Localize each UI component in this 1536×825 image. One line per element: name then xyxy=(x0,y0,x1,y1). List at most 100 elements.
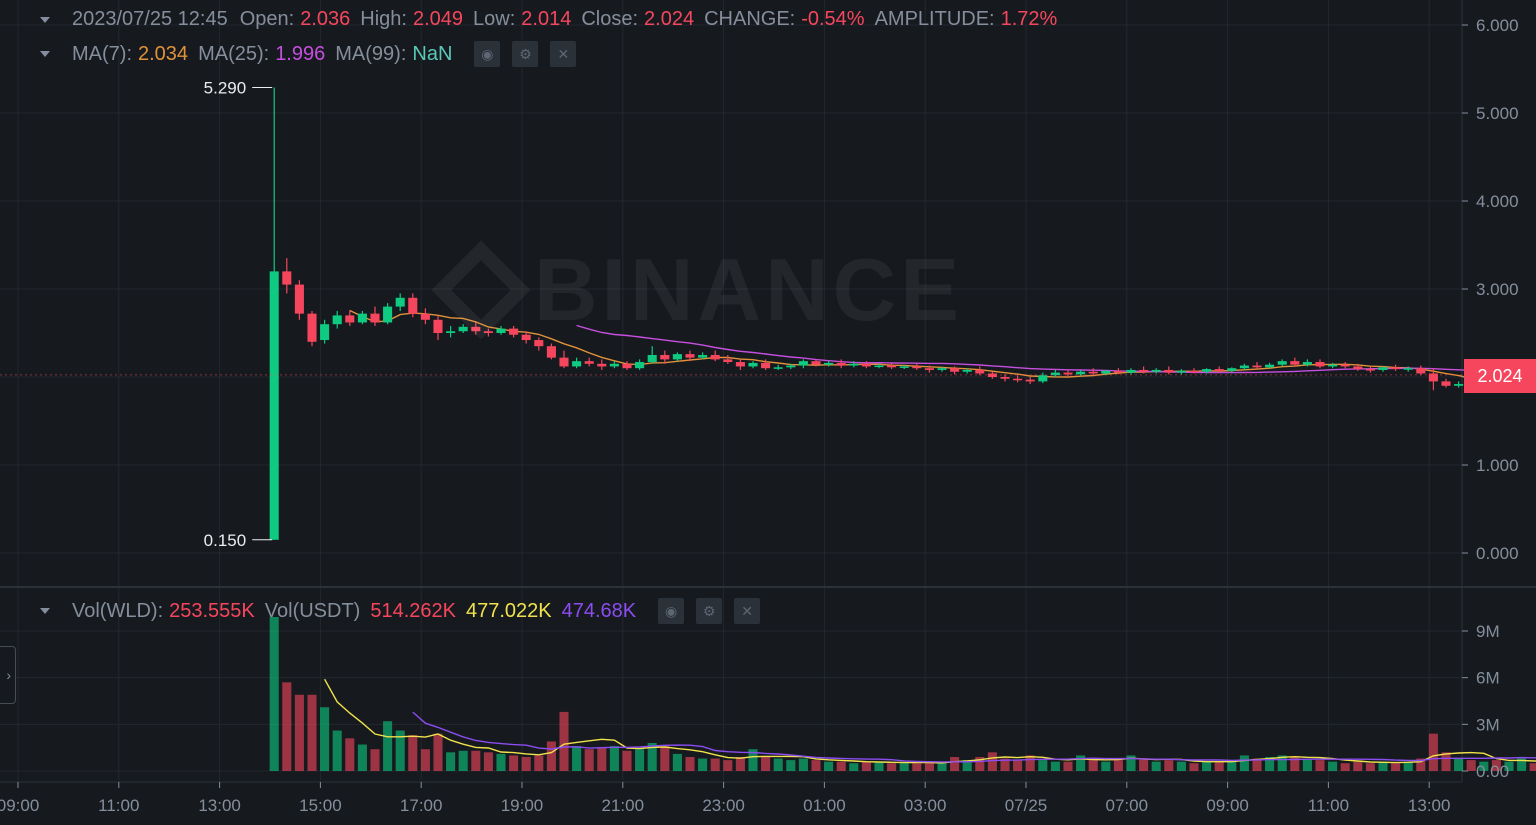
candle xyxy=(937,366,947,372)
chevron-right-icon[interactable]: › xyxy=(0,646,16,704)
volume-bar xyxy=(1088,758,1098,771)
volume-bar xyxy=(446,752,456,771)
time-tick-label: 15:00 xyxy=(299,796,342,815)
volume-bar xyxy=(294,694,304,771)
close-icon[interactable]: ✕ xyxy=(550,41,577,67)
volume-bar xyxy=(1277,755,1287,771)
volume-bar xyxy=(811,760,821,771)
volume-bar xyxy=(748,749,758,771)
volume-bar xyxy=(1441,752,1451,771)
time-tick-label: 01:00 xyxy=(803,796,846,815)
ma25-line xyxy=(576,324,1536,375)
price-tick-label: 0.000 xyxy=(1476,544,1519,563)
volume-bar xyxy=(269,617,279,771)
volume-bar xyxy=(383,721,393,771)
volume-bar xyxy=(509,755,519,771)
collapse-caret-icon[interactable] xyxy=(40,51,50,57)
candle xyxy=(1202,368,1212,374)
eye-icon[interactable]: ◉ xyxy=(474,41,501,67)
close-icon[interactable]: ✕ xyxy=(734,598,761,624)
time-tick-label: 13:00 xyxy=(1408,796,1451,815)
ma7-label: MA(7): xyxy=(72,42,132,65)
vol-wld-label: Vol(WLD): xyxy=(72,599,164,622)
candle xyxy=(584,357,594,367)
candles xyxy=(269,87,1536,540)
candle xyxy=(773,364,783,370)
candle xyxy=(1013,375,1023,383)
volume-bar xyxy=(1504,761,1514,771)
volume-ma-lines xyxy=(323,678,1536,764)
gear-icon[interactable]: ⚙ xyxy=(512,41,539,67)
candle xyxy=(345,310,355,326)
candle xyxy=(1378,366,1388,372)
volume-bar xyxy=(773,758,783,771)
eye-icon[interactable]: ◉ xyxy=(658,598,685,624)
candle xyxy=(408,293,418,318)
volume-bar xyxy=(1491,760,1501,771)
change-value: -0.54% xyxy=(801,8,865,30)
binance-logo xyxy=(431,240,531,340)
candle xyxy=(1151,368,1161,374)
candle xyxy=(1252,362,1262,370)
candle xyxy=(509,325,519,338)
candle xyxy=(1101,369,1111,376)
candle xyxy=(849,361,859,368)
volume-tick-label: 3M xyxy=(1476,715,1500,734)
volume-bar xyxy=(899,763,909,771)
candle xyxy=(1454,381,1464,388)
volume-bar xyxy=(1403,761,1413,771)
price-tick-label: 4.000 xyxy=(1476,192,1519,211)
gear-icon[interactable]: ⚙ xyxy=(696,598,723,624)
candle xyxy=(1315,359,1325,369)
candle xyxy=(962,368,972,374)
candle xyxy=(912,363,922,370)
price-tick-label: 5.000 xyxy=(1476,104,1519,123)
ma-legend: MA(7): 2.034 MA(25): 1.996 MA(99): NaN ◉… xyxy=(40,41,577,67)
volume-bar xyxy=(1466,760,1476,771)
low-value: 2.014 xyxy=(521,8,572,30)
volume-bar xyxy=(1353,761,1363,771)
volume-bar xyxy=(1265,757,1275,771)
volume-bar xyxy=(1101,761,1111,771)
candle xyxy=(471,322,481,335)
volume-bar xyxy=(433,733,443,771)
candle xyxy=(786,363,796,370)
low-label: Low: xyxy=(473,8,516,30)
time-tick-label: 21:00 xyxy=(602,796,645,815)
volume-bar xyxy=(1000,758,1010,771)
collapse-caret-icon[interactable] xyxy=(40,608,50,614)
candle xyxy=(1063,369,1073,377)
candle xyxy=(383,303,393,325)
candle xyxy=(975,366,985,376)
vol-ma2-line xyxy=(412,711,1536,763)
volume-bar xyxy=(887,763,897,771)
candle xyxy=(1416,365,1426,376)
collapse-caret-icon[interactable] xyxy=(40,16,50,23)
candle xyxy=(496,325,506,335)
candle xyxy=(1139,366,1149,374)
time-axis[interactable]: 09:00 11:00 13:00 15:00 17:00 19:00 21:00 23:00… xyxy=(0,782,1450,815)
volume-bar xyxy=(1126,755,1136,771)
time-tick-label: 11:00 xyxy=(1308,796,1349,815)
candle xyxy=(1000,374,1010,382)
volume-bar xyxy=(1164,760,1174,771)
candle xyxy=(685,350,695,362)
volume-bar xyxy=(622,750,632,771)
volume-bar xyxy=(1139,758,1149,771)
candle xyxy=(1265,362,1275,369)
candle xyxy=(710,350,720,362)
candle xyxy=(458,324,468,333)
candle xyxy=(609,361,619,369)
candle xyxy=(1164,366,1174,375)
volume-axis[interactable]: 0.00 3M 6M 9M xyxy=(1462,622,1509,781)
candle xyxy=(294,280,304,320)
volume-bar xyxy=(1340,763,1350,771)
ohlc-legend: 2023/07/25 12:45 Open: 2.036 High: 2.049… xyxy=(40,8,1067,31)
time-tick-label: 03:00 xyxy=(904,796,947,815)
time-tick-label: 17:00 xyxy=(400,796,443,815)
high-value: 2.049 xyxy=(412,8,464,30)
price-tick-label: 1.000 xyxy=(1476,456,1519,475)
volume-bar xyxy=(483,752,493,771)
